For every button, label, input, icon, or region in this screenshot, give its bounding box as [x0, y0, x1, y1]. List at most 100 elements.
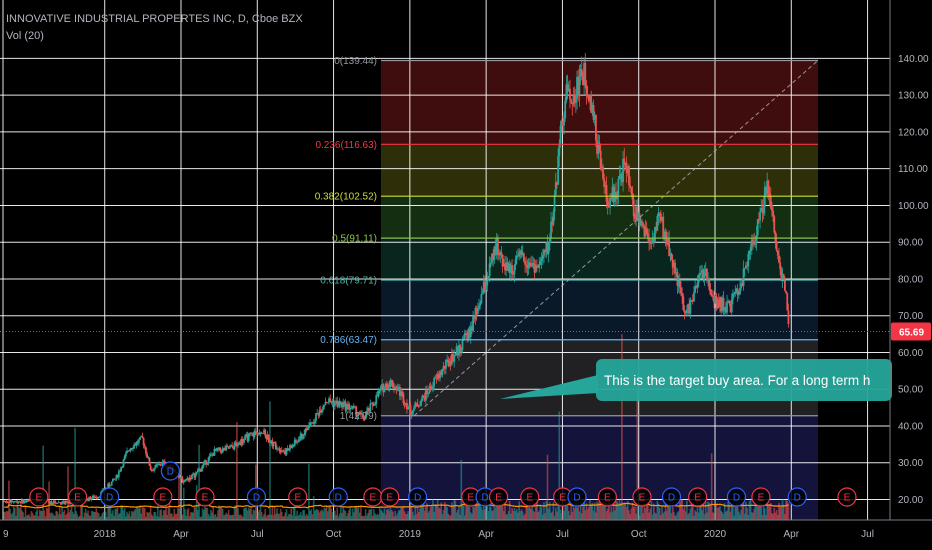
volume-bar: [579, 501, 582, 520]
candle-body: [478, 305, 480, 309]
candle-body: [3, 501, 6, 503]
event-marker-D[interactable]: [328, 487, 348, 507]
candle-body: [204, 460, 206, 463]
price-tick-label: 110.00: [898, 164, 928, 175]
candle-body: [669, 253, 672, 257]
volume-bar: [44, 516, 47, 520]
volume-bar: [220, 506, 223, 520]
event-marker-E[interactable]: [380, 487, 400, 507]
volume-bar: [230, 515, 232, 520]
candle-body: [64, 500, 67, 505]
event-marker-E[interactable]: [68, 487, 88, 507]
volume-bar: [449, 515, 452, 520]
volume-bar: [88, 515, 91, 520]
candle-body: [595, 114, 597, 141]
volume-bar: [402, 505, 405, 520]
candle-body: [310, 422, 313, 424]
fib-label-5[interactable]: 0.786(63.47): [320, 335, 377, 346]
candle-body: [626, 166, 629, 174]
volume-bar: [648, 512, 650, 520]
candle-body: [109, 485, 112, 487]
symbol-title[interactable]: INNOVATIVE INDUSTRIAL PROPERTES INC, D, …: [6, 13, 303, 25]
event-marker-D[interactable]: [246, 487, 267, 507]
candle-body: [329, 398, 332, 402]
volume-bar: [624, 503, 627, 520]
callout-text[interactable]: This is the target buy area. For a long …: [604, 373, 870, 388]
candle-body: [701, 269, 704, 273]
time-tick-label: Oct: [326, 529, 342, 540]
candle-body: [25, 501, 28, 503]
candle-body: [580, 69, 583, 77]
event-marker-D[interactable]: [100, 487, 120, 507]
volume-bar: [492, 510, 494, 520]
event-marker-E[interactable]: [688, 487, 708, 507]
candle-body: [258, 432, 261, 435]
volume-bar: [30, 511, 33, 520]
candle-body: [217, 448, 219, 450]
volume-bar: [327, 511, 329, 520]
volume-bar: [194, 507, 197, 520]
fib-label-4[interactable]: 0.618(79.71): [320, 276, 377, 287]
candle-body: [492, 253, 495, 260]
event-marker-D[interactable]: [661, 487, 682, 507]
volume-bar: [269, 401, 271, 520]
volume-bar: [505, 514, 507, 520]
volume-bar: [490, 506, 492, 520]
volume-bar: [499, 505, 502, 520]
event-marker-D[interactable]: [407, 487, 428, 507]
candle-body: [120, 467, 123, 472]
candle-body: [52, 500, 55, 504]
volume-bar: [545, 500, 548, 520]
volume-indicator-label[interactable]: Vol (20): [6, 30, 44, 42]
fib-label-1[interactable]: 0.236(116.63): [315, 140, 377, 151]
event-marker-E[interactable]: [195, 487, 215, 507]
fib-label-6[interactable]: 1(42.79): [340, 411, 377, 422]
volume-bar: [200, 516, 203, 520]
volume-bar: [699, 506, 701, 520]
candle-body: [689, 300, 692, 314]
event-marker-E[interactable]: [488, 487, 509, 507]
volume-bar: [501, 502, 504, 520]
candle-body: [597, 142, 600, 154]
fib-label-0[interactable]: 0(139.44): [334, 56, 377, 67]
event-marker-E[interactable]: [597, 487, 617, 507]
volume-bar: [766, 501, 768, 520]
volume-bar: [551, 511, 554, 520]
volume-bar: [758, 505, 760, 520]
event-marker-D[interactable]: [567, 487, 587, 507]
candle-body: [471, 326, 473, 331]
event-marker-D[interactable]: [726, 487, 747, 507]
event-marker-E[interactable]: [751, 487, 771, 507]
volume-bar: [125, 516, 127, 520]
event-marker-E[interactable]: [632, 487, 652, 507]
event-marker-D[interactable]: [787, 487, 807, 507]
volume-bar: [330, 508, 333, 520]
candle-body: [729, 303, 732, 313]
volume-bar: [158, 516, 160, 520]
volume-bar: [367, 512, 369, 520]
event-marker-D[interactable]: [160, 461, 181, 481]
volume-bar: [177, 508, 179, 520]
candle-body: [513, 265, 516, 275]
event-marker-E[interactable]: [29, 487, 49, 507]
volume-bar: [784, 514, 786, 520]
event-marker-E[interactable]: [288, 487, 308, 507]
volume-bar: [675, 515, 678, 520]
volume-bar: [284, 512, 287, 520]
volume-bar: [780, 506, 783, 520]
volume-bar: [443, 501, 446, 520]
event-marker-E[interactable]: [520, 487, 540, 507]
candle-body: [582, 76, 584, 85]
volume-bar: [272, 514, 275, 520]
fib-label-3[interactable]: 0.5(91.11): [332, 234, 377, 245]
volume-bar: [560, 513, 563, 520]
event-marker-E[interactable]: [837, 487, 857, 507]
fib-label-2[interactable]: 0.382(102.52): [315, 192, 377, 203]
candle-body: [643, 226, 646, 237]
candle-body: [317, 413, 320, 416]
volume-bar: [14, 507, 16, 520]
volume-bar: [43, 510, 46, 520]
event-marker-E[interactable]: [153, 487, 173, 507]
